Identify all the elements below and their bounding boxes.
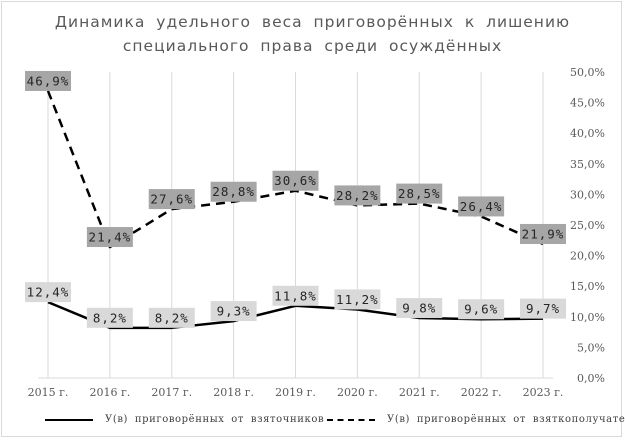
data-label: 9,8%	[402, 301, 436, 316]
data-label-box	[396, 183, 443, 204]
data-label: 9,6%	[464, 302, 498, 317]
legend-item-bribe-givers: У(в) приговорённых от взяточников	[45, 414, 324, 425]
data-label: 27,6%	[150, 192, 193, 207]
y-tick-label: 15,0%	[570, 280, 605, 293]
legend-label: У(в) приговорённых от взяточников	[105, 414, 325, 425]
data-label: 11,2%	[336, 292, 379, 307]
data-label-box	[334, 185, 381, 206]
y-tick-label: 30,0%	[570, 188, 605, 201]
data-label-box	[458, 196, 505, 217]
data-label-box	[25, 282, 71, 303]
data-label: 28,8%	[212, 184, 255, 199]
legend-item-bribe-takers: У(в) приговорённых от взяткополучателей	[327, 414, 625, 425]
data-label-box	[148, 189, 195, 210]
data-label: 12,4%	[27, 285, 70, 300]
x-tick-label: 2017 г.	[151, 386, 192, 399]
legend-swatch-solid	[45, 418, 93, 421]
data-label-box	[210, 301, 257, 322]
y-tick-label: 35,0%	[570, 158, 605, 171]
data-label-box	[396, 298, 443, 319]
y-tick-label: 40,0%	[570, 127, 605, 140]
y-tick-label: 5,0%	[577, 341, 605, 354]
data-label-box	[86, 307, 133, 328]
y-tick-label: 0,0%	[577, 372, 605, 385]
chart-title: Динамика удельного веса приговорённых к …	[54, 13, 571, 55]
data-label: 28,5%	[398, 186, 441, 201]
x-tick-label: 2015 г.	[28, 386, 69, 399]
data-label: 11,8%	[274, 288, 317, 303]
x-tick-label: 2022 г.	[461, 386, 502, 399]
x-tick-label: 2021 г.	[399, 386, 440, 399]
data-label-box	[86, 227, 133, 248]
data-label: 8,2%	[155, 310, 189, 325]
x-tick-label: 2018 г.	[213, 386, 254, 399]
data-label: 21,9%	[522, 226, 565, 241]
legend-swatch-dashed	[327, 418, 375, 421]
data-label-box	[520, 223, 566, 244]
data-label: 9,3%	[217, 304, 251, 319]
x-tick-label: 2016 г.	[89, 386, 130, 399]
x-tick-label: 2019 г.	[275, 386, 316, 399]
data-label-box	[520, 298, 566, 319]
y-tick-label: 20,0%	[570, 250, 605, 263]
y-tick-label: 10,0%	[570, 311, 605, 324]
data-label: 8,2%	[93, 310, 127, 325]
x-tick-label: 2023 г.	[523, 386, 564, 399]
data-label: 30,6%	[274, 173, 317, 188]
y-tick-label: 45,0%	[570, 97, 605, 110]
data-label-box	[210, 181, 257, 202]
y-tick-label: 25,0%	[570, 219, 605, 232]
y-tick-label: 50,0%	[570, 66, 605, 79]
data-label: 28,2%	[336, 188, 379, 203]
data-label-box	[148, 307, 195, 328]
data-label: 26,4%	[460, 199, 503, 214]
legend-label: У(в) приговорённых от взяткополучателей	[387, 414, 625, 425]
data-label: 21,4%	[89, 230, 132, 245]
data-label-box	[334, 289, 381, 310]
legend: У(в) приговорённых от взяточников У(в) п…	[45, 410, 625, 434]
data-label-box	[25, 70, 71, 91]
x-tick-label: 2020 г.	[337, 386, 378, 399]
data-label: 46,9%	[27, 73, 70, 88]
data-label-box	[458, 299, 505, 320]
data-label: 9,7%	[526, 301, 560, 316]
data-label-box	[272, 170, 319, 191]
data-label-box	[272, 285, 319, 306]
